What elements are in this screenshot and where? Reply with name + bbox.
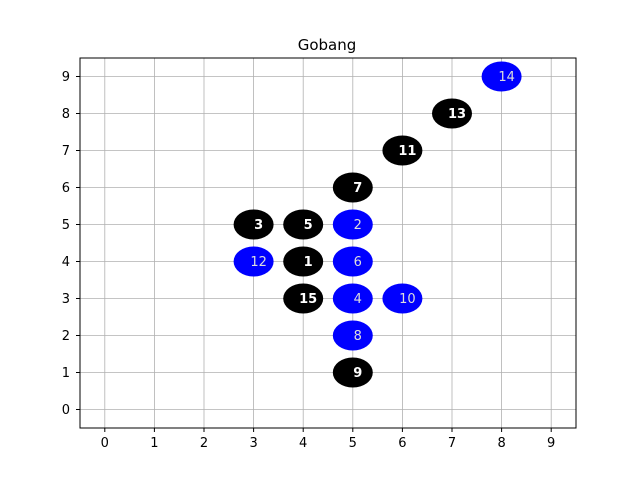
y-tick-label: 3 xyxy=(62,292,70,307)
black-stone: 3 xyxy=(233,209,274,240)
move-number-label: 7 xyxy=(353,181,362,196)
move-number-label: 13 xyxy=(448,107,466,122)
x-tick-label: 5 xyxy=(349,436,357,451)
black-stone-disc xyxy=(283,209,324,240)
move-number-label: 8 xyxy=(354,329,362,344)
y-tick-label: 4 xyxy=(62,255,70,270)
move-number-label: 2 xyxy=(354,218,362,233)
blue-stone: 6 xyxy=(332,246,373,277)
x-tick-label: 3 xyxy=(249,436,257,451)
black-stone: 11 xyxy=(382,135,423,166)
blue-stone: 12 xyxy=(233,246,274,277)
black-stone: 13 xyxy=(432,98,472,129)
move-number-label: 9 xyxy=(353,366,362,381)
blue-stone: 4 xyxy=(332,283,373,314)
move-number-label: 3 xyxy=(254,218,263,233)
blue-stone-disc xyxy=(332,209,373,240)
y-tick-label: 7 xyxy=(62,144,70,159)
move-number-label: 4 xyxy=(354,292,362,307)
black-stone-disc xyxy=(432,98,472,129)
move-number-label: 1 xyxy=(304,255,313,270)
blue-stone: 14 xyxy=(481,61,522,92)
y-tick-label: 6 xyxy=(62,181,70,196)
move-number-label: 6 xyxy=(354,255,362,270)
board-frame xyxy=(79,57,577,429)
black-stone-disc xyxy=(332,357,373,388)
black-stone-disc xyxy=(382,135,423,166)
blue-stone: 2 xyxy=(332,209,373,240)
y-tick-label: 2 xyxy=(62,329,70,344)
blue-stone-disc xyxy=(332,320,373,351)
black-stone-disc xyxy=(233,209,274,240)
black-stone-disc xyxy=(283,246,324,277)
x-tick-label: 9 xyxy=(547,436,555,451)
blue-stone-disc xyxy=(332,246,373,277)
x-tick-label: 0 xyxy=(101,436,109,451)
x-tick-label: 7 xyxy=(448,436,456,451)
y-tick-label: 5 xyxy=(62,218,70,233)
black-stone: 15 xyxy=(283,283,324,314)
move-number-label: 12 xyxy=(250,255,267,270)
y-tick-label: 1 xyxy=(62,366,70,381)
y-tick-label: 9 xyxy=(62,70,70,85)
blue-stone: 8 xyxy=(332,320,373,351)
blue-stone-disc xyxy=(332,283,373,314)
move-number-label: 11 xyxy=(398,144,416,159)
move-number-label: 10 xyxy=(399,292,416,307)
move-number-label: 5 xyxy=(304,218,313,233)
x-tick-label: 1 xyxy=(150,436,158,451)
black-stone-disc xyxy=(283,283,324,314)
blue-stone-disc xyxy=(481,61,522,92)
board-grid xyxy=(80,58,576,428)
black-stone: 5 xyxy=(283,209,324,240)
black-stone: 1 xyxy=(283,246,324,277)
black-stone: 9 xyxy=(332,357,373,388)
y-tick-label: 0 xyxy=(62,403,70,418)
black-stone: 7 xyxy=(332,172,373,203)
blue-stone-disc xyxy=(382,283,423,314)
x-tick-label: 4 xyxy=(299,436,307,451)
blue-stone-disc xyxy=(233,246,274,277)
black-stone-disc xyxy=(332,172,373,203)
blue-stone: 10 xyxy=(382,283,423,314)
board-title: Gobang xyxy=(298,36,357,54)
move-number-label: 14 xyxy=(498,70,515,85)
y-tick-label: 8 xyxy=(62,107,70,122)
x-tick-label: 8 xyxy=(497,436,505,451)
x-tick-label: 2 xyxy=(200,436,208,451)
move-number-label: 15 xyxy=(299,292,317,307)
x-tick-label: 6 xyxy=(398,436,406,451)
